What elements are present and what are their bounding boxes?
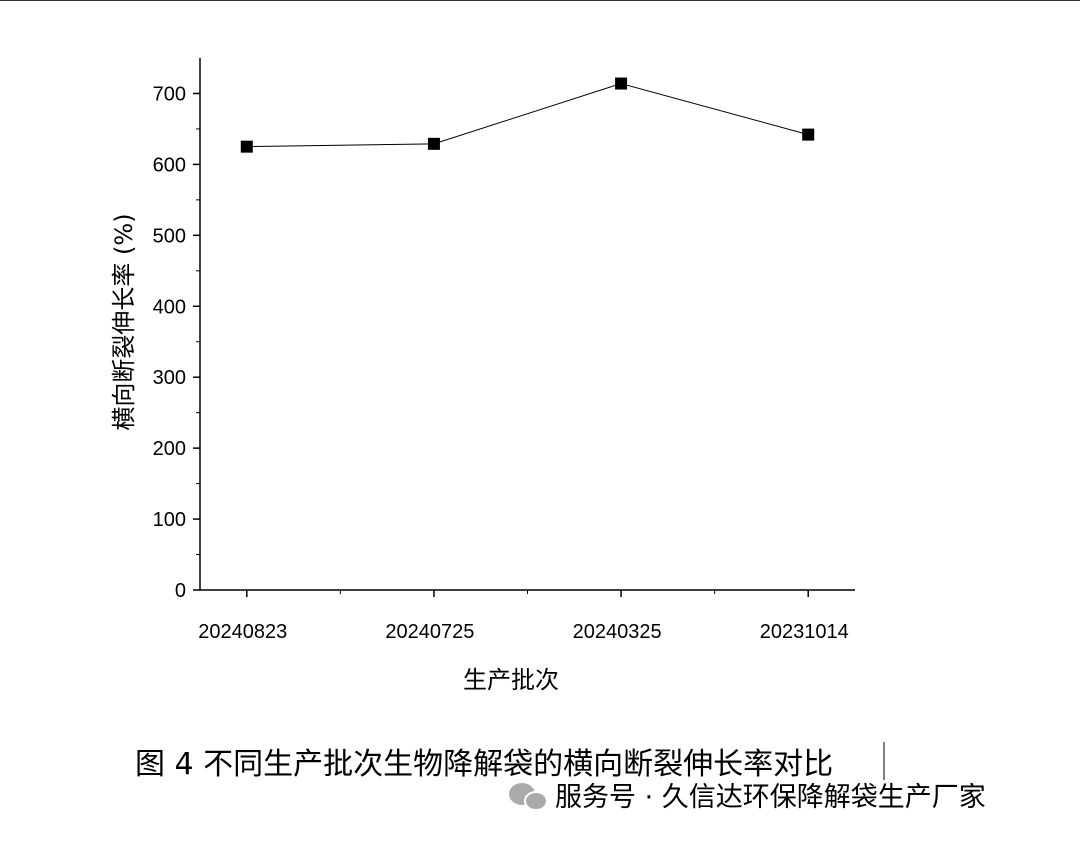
y-axis-label: 横向断裂伸长率 (%) [110, 213, 138, 430]
y-tick-label: 100 [153, 509, 186, 531]
y-tick-label: 700 [153, 83, 186, 105]
line [246, 83, 809, 148]
y-tick-label: 0 [175, 580, 186, 602]
y-tick-label: 500 [153, 225, 186, 247]
figure-caption: 图 4 不同生产批次生物降解袋的横向断裂伸长率对比 [135, 747, 833, 782]
plot: 0 100 200 300 400 500 600 700 20240823 20240725 20… [153, 58, 855, 643]
marker [427, 137, 440, 150]
y-tick-label: 300 [153, 367, 186, 389]
marker [615, 77, 628, 90]
y-tick-label: 400 [153, 296, 186, 318]
marker [802, 128, 815, 141]
watermark: 服务号 · 久信达环保降解袋生产厂家 [555, 782, 986, 813]
x-axis-label: 生产批次 [463, 666, 559, 694]
x-tick-label: 20240725 [385, 621, 474, 643]
marker [240, 140, 253, 153]
watermark-icon [509, 783, 548, 811]
x-tick-label: 20240325 [573, 621, 662, 643]
x-tick-label: 20240823 [198, 621, 287, 643]
x-tick-label: 20231014 [760, 621, 849, 643]
y-tick-label: 600 [153, 154, 186, 176]
y-tick-label: 200 [153, 438, 186, 460]
